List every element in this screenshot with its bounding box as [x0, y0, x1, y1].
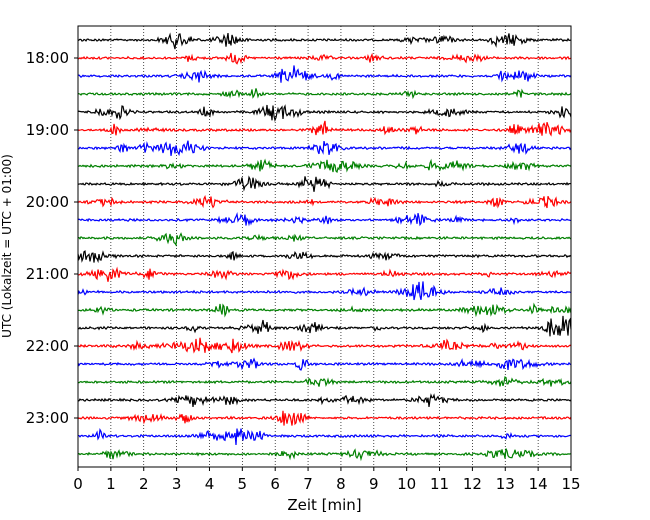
trace-row	[77, 211, 572, 227]
trace-row	[77, 104, 572, 123]
trace-row	[77, 65, 572, 83]
x-tick-label: 3	[172, 475, 182, 493]
x-tick-label: 12	[463, 475, 482, 493]
x-tick-label: 10	[397, 475, 416, 493]
y-tick-label: 21:00	[26, 265, 69, 283]
trace-row	[77, 337, 572, 354]
trace-row	[77, 120, 572, 137]
trace-row	[78, 427, 572, 446]
x-tick-label: 14	[529, 475, 548, 493]
x-tick-label: 11	[430, 475, 449, 493]
trace-row	[77, 315, 572, 337]
x-tick-label: 8	[336, 475, 346, 493]
x-tick-label: 15	[561, 475, 580, 493]
y-axis-ticks: 18:00 19:00 20:00 21:00 22:00 23:00	[26, 49, 78, 427]
trace-row	[77, 410, 572, 426]
y-tick-label: 18:00	[26, 49, 69, 67]
x-tick-label: 5	[238, 475, 248, 493]
y-tick-label: 22:00	[26, 337, 69, 355]
x-axis-label: Zeit [min]	[287, 496, 361, 514]
trace-row	[77, 281, 572, 301]
plot-frame	[77, 25, 572, 468]
trace-row	[77, 357, 572, 371]
trace-row	[77, 158, 572, 174]
x-axis-ticks: 0 1 2 3 4 5 6 7 8 9 10 11 12 13 14 15	[73, 467, 581, 493]
y-tick-label: 19:00	[26, 121, 69, 139]
trace-row	[77, 393, 572, 408]
trace-row	[77, 88, 572, 100]
trace-row	[77, 266, 572, 282]
trace-row	[77, 232, 572, 247]
trace-row	[77, 140, 572, 157]
trace-row	[77, 376, 572, 387]
trace-row	[77, 195, 572, 209]
trace-row	[77, 32, 572, 50]
trace-row	[77, 52, 572, 65]
x-tick-label: 6	[270, 475, 280, 493]
x-tick-label: 2	[139, 475, 149, 493]
traces	[77, 32, 572, 462]
x-tick-label: 13	[496, 475, 515, 493]
trace-row	[77, 250, 572, 264]
y-axis-label: UTC (Lokalzeit = UTC + 01:00)	[0, 154, 14, 338]
trace-row	[77, 175, 572, 192]
x-tick-label: 4	[205, 475, 215, 493]
y-tick-label: 20:00	[26, 193, 69, 211]
y-tick-label: 23:00	[26, 409, 69, 427]
x-tick-label: 9	[369, 475, 379, 493]
x-tick-label: 0	[73, 475, 83, 493]
x-tick-label: 1	[106, 475, 116, 493]
trace-row	[77, 448, 572, 462]
trace-row	[77, 302, 572, 318]
x-tick-label: 7	[303, 475, 313, 493]
